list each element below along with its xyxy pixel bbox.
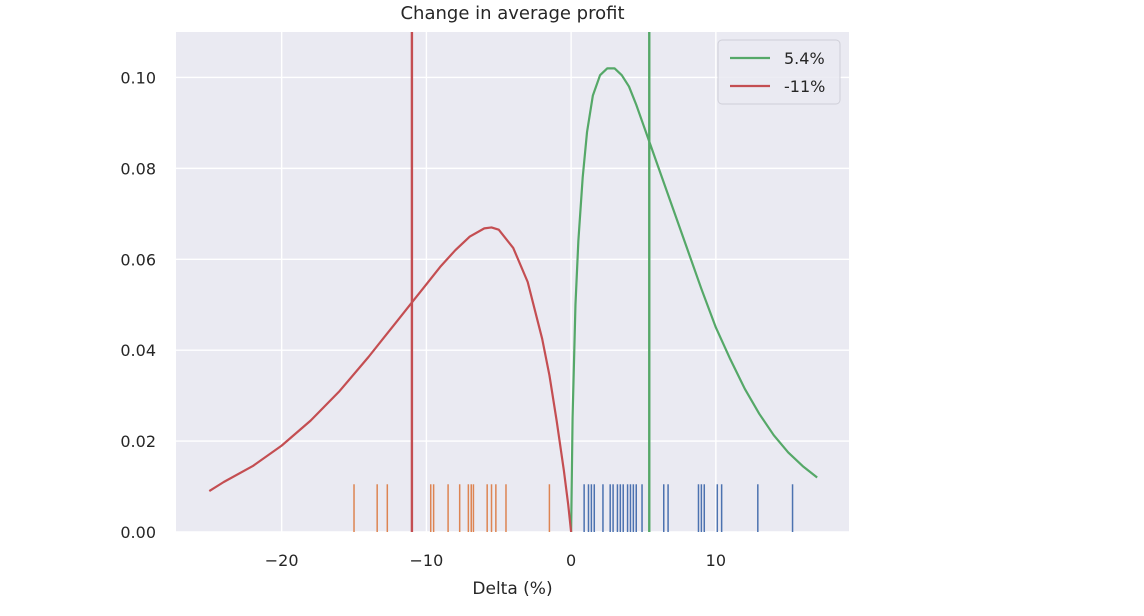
x-tick-label: 10 [706,551,726,570]
density-line-red [208,226,573,532]
legend-label: 5.4% [784,49,825,68]
y-tick-label: 0.06 [120,250,156,269]
x-tick-label: −20 [265,551,299,570]
legend-label: -11% [784,77,825,96]
y-tick-label: 0.08 [120,159,156,178]
y-tick-label: 0.04 [120,341,156,360]
y-tick-label: 0.00 [120,523,156,542]
legend: 5.4% -11% [717,39,841,105]
x-axis-label: Delta (%) [472,579,552,599]
y-tick-label: 0.10 [120,68,156,87]
chart-title: Change in average profit [400,3,624,24]
plot-area [176,32,849,532]
x-tick-label: 0 [566,551,576,570]
density-line-green [570,67,818,532]
y-tick-label: 0.02 [120,432,156,451]
x-tick-label: −10 [410,551,444,570]
plot-content [208,32,818,532]
